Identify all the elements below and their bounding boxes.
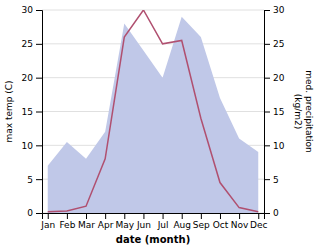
tick: Feb — [59, 213, 75, 230]
tick: 30 — [22, 5, 42, 15]
tick: 30 — [264, 5, 285, 15]
tick: 15 — [264, 107, 284, 117]
tick-label: 25 — [22, 39, 33, 49]
tick: Sep — [193, 213, 210, 230]
tick-label: 5 — [273, 175, 279, 185]
tick: 10 — [22, 141, 42, 151]
tick: Mar — [78, 213, 95, 230]
tick-mark — [124, 213, 125, 219]
tick-label: 0 — [27, 208, 33, 218]
tick: May — [115, 213, 134, 230]
y2-axis-title-line: (kg/m2) — [293, 94, 303, 129]
tick-label: Jul — [157, 220, 169, 230]
tick: Nov — [231, 213, 249, 230]
tick: Jul — [157, 213, 169, 230]
tick-label: 10 — [273, 141, 285, 151]
tick-label: May — [115, 220, 134, 230]
tick: 0 — [27, 208, 42, 218]
tick-mark — [36, 44, 42, 45]
tick-label: 30 — [273, 5, 285, 15]
tick-label: Apr — [98, 220, 114, 230]
tick-mark — [36, 179, 42, 180]
y-axis: 0 5 10 15 20 25 30 — [22, 5, 43, 218]
tick: 0 — [264, 208, 279, 218]
y2-axis-title: med. precipitation(kg/m2) — [293, 70, 314, 152]
tick-mark — [105, 213, 106, 219]
tick-label: Jan — [40, 220, 55, 230]
tick-mark — [36, 213, 42, 214]
tick-mark — [36, 10, 42, 11]
axis-line — [265, 11, 271, 214]
tick: 5 — [27, 175, 42, 185]
tick-mark — [264, 78, 270, 79]
tick-label: 25 — [273, 39, 284, 49]
grid-line — [42, 43, 264, 44]
tick: 15 — [22, 107, 42, 117]
x-axis: Jan FebMarAprMayJun Jul AugSepOctNovDec — [40, 213, 267, 230]
tick-label: 30 — [22, 5, 34, 15]
tick-label: Mar — [78, 220, 95, 230]
tick-mark — [143, 213, 144, 219]
tick: 20 — [264, 73, 285, 83]
tick-label: Feb — [59, 220, 75, 230]
tick-mark — [36, 145, 42, 146]
tick: 10 — [264, 141, 285, 151]
tick-mark — [67, 213, 68, 219]
tick-mark — [264, 10, 270, 11]
tick: Jan — [40, 213, 55, 230]
tick-label: 5 — [27, 175, 33, 185]
tick-label: 20 — [22, 73, 34, 83]
tick-label: Aug — [173, 220, 191, 230]
tick-mark — [264, 44, 270, 45]
tick-label: Nov — [231, 220, 249, 230]
tick-mark — [86, 213, 87, 219]
precipitation-area — [48, 17, 259, 213]
tick: Aug — [173, 213, 191, 230]
tick: Oct — [213, 213, 229, 230]
tick-label: 0 — [273, 208, 279, 218]
tick-label: 15 — [273, 107, 284, 117]
tick-label: 10 — [22, 141, 34, 151]
tick-label: Jun — [136, 220, 151, 230]
tick: Jun — [136, 213, 151, 230]
tick: 20 — [22, 73, 42, 83]
grid — [42, 10, 264, 213]
tick: Apr — [98, 213, 114, 230]
plot-area — [48, 10, 259, 213]
tick-label: Sep — [193, 220, 210, 230]
tick-mark — [182, 213, 183, 219]
tick-label: Dec — [250, 220, 267, 230]
y2-axis: 0 5 10 15 20 25 30 — [264, 5, 285, 218]
tick-mark — [36, 78, 42, 79]
grid-line — [42, 10, 264, 11]
tick-mark — [239, 213, 240, 219]
chart: Jan FebMarAprMayJun Jul AugSepOctNovDec 0 5 10… — [0, 0, 318, 247]
plot-root: Jan FebMarAprMayJun Jul AugSepOctNovDec 0 5 10… — [22, 5, 285, 230]
temperature-line — [48, 10, 259, 212]
tick-mark — [201, 213, 202, 219]
tick-mark — [48, 213, 49, 219]
tick: 25 — [264, 39, 284, 49]
tick: Dec — [250, 213, 267, 230]
tick-mark — [36, 112, 42, 113]
tick-label: Oct — [213, 220, 229, 230]
tick-mark — [264, 145, 270, 146]
tick-mark — [264, 213, 270, 214]
y-axis-title: max temp (C) — [4, 80, 14, 142]
tick-mark — [264, 179, 270, 180]
tick: 5 — [264, 175, 279, 185]
axis-line — [36, 11, 43, 214]
tick: 25 — [22, 39, 42, 49]
y2-axis-title-line: med. precipitation — [304, 70, 314, 152]
x-axis-title: date (month) — [116, 234, 190, 245]
tick-label: 20 — [273, 73, 285, 83]
tick-label: 15 — [22, 107, 33, 117]
axis-line — [43, 214, 265, 220]
tick-mark — [163, 213, 164, 219]
tick-mark — [264, 112, 270, 113]
tick-mark — [220, 213, 221, 219]
tick-mark — [258, 213, 259, 219]
